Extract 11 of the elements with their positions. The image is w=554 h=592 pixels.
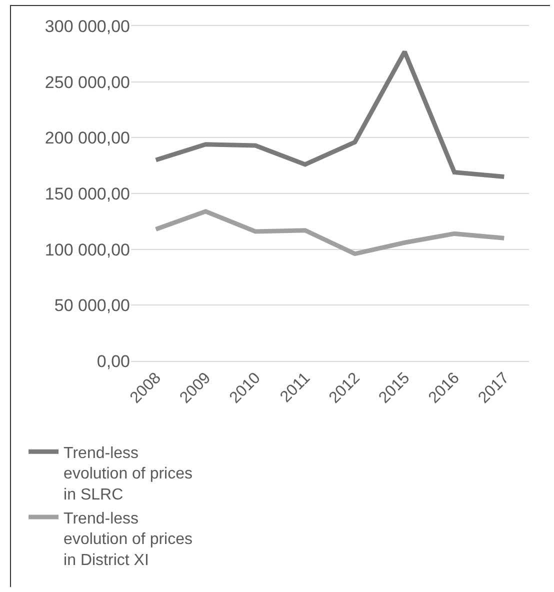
line-series: [154, 49, 506, 179]
line-series: [154, 209, 506, 256]
y-tick-label: 300 000,00: [44, 16, 130, 36]
y-tick-label: 100 000,00: [44, 240, 130, 260]
y-tick-label: 50 000,00: [54, 296, 130, 316]
y-tick-label: 0,00: [96, 352, 130, 371]
y-tick-label: 150 000,00: [44, 184, 130, 204]
y-tick-label: 250 000,00: [44, 72, 130, 92]
y-tick-label: 200 000,00: [44, 128, 130, 148]
legend-label: Trend-less evolution of prices in SLRC: [64, 444, 193, 504]
legend-label: Trend-less evolution of prices in District XI: [64, 510, 193, 569]
